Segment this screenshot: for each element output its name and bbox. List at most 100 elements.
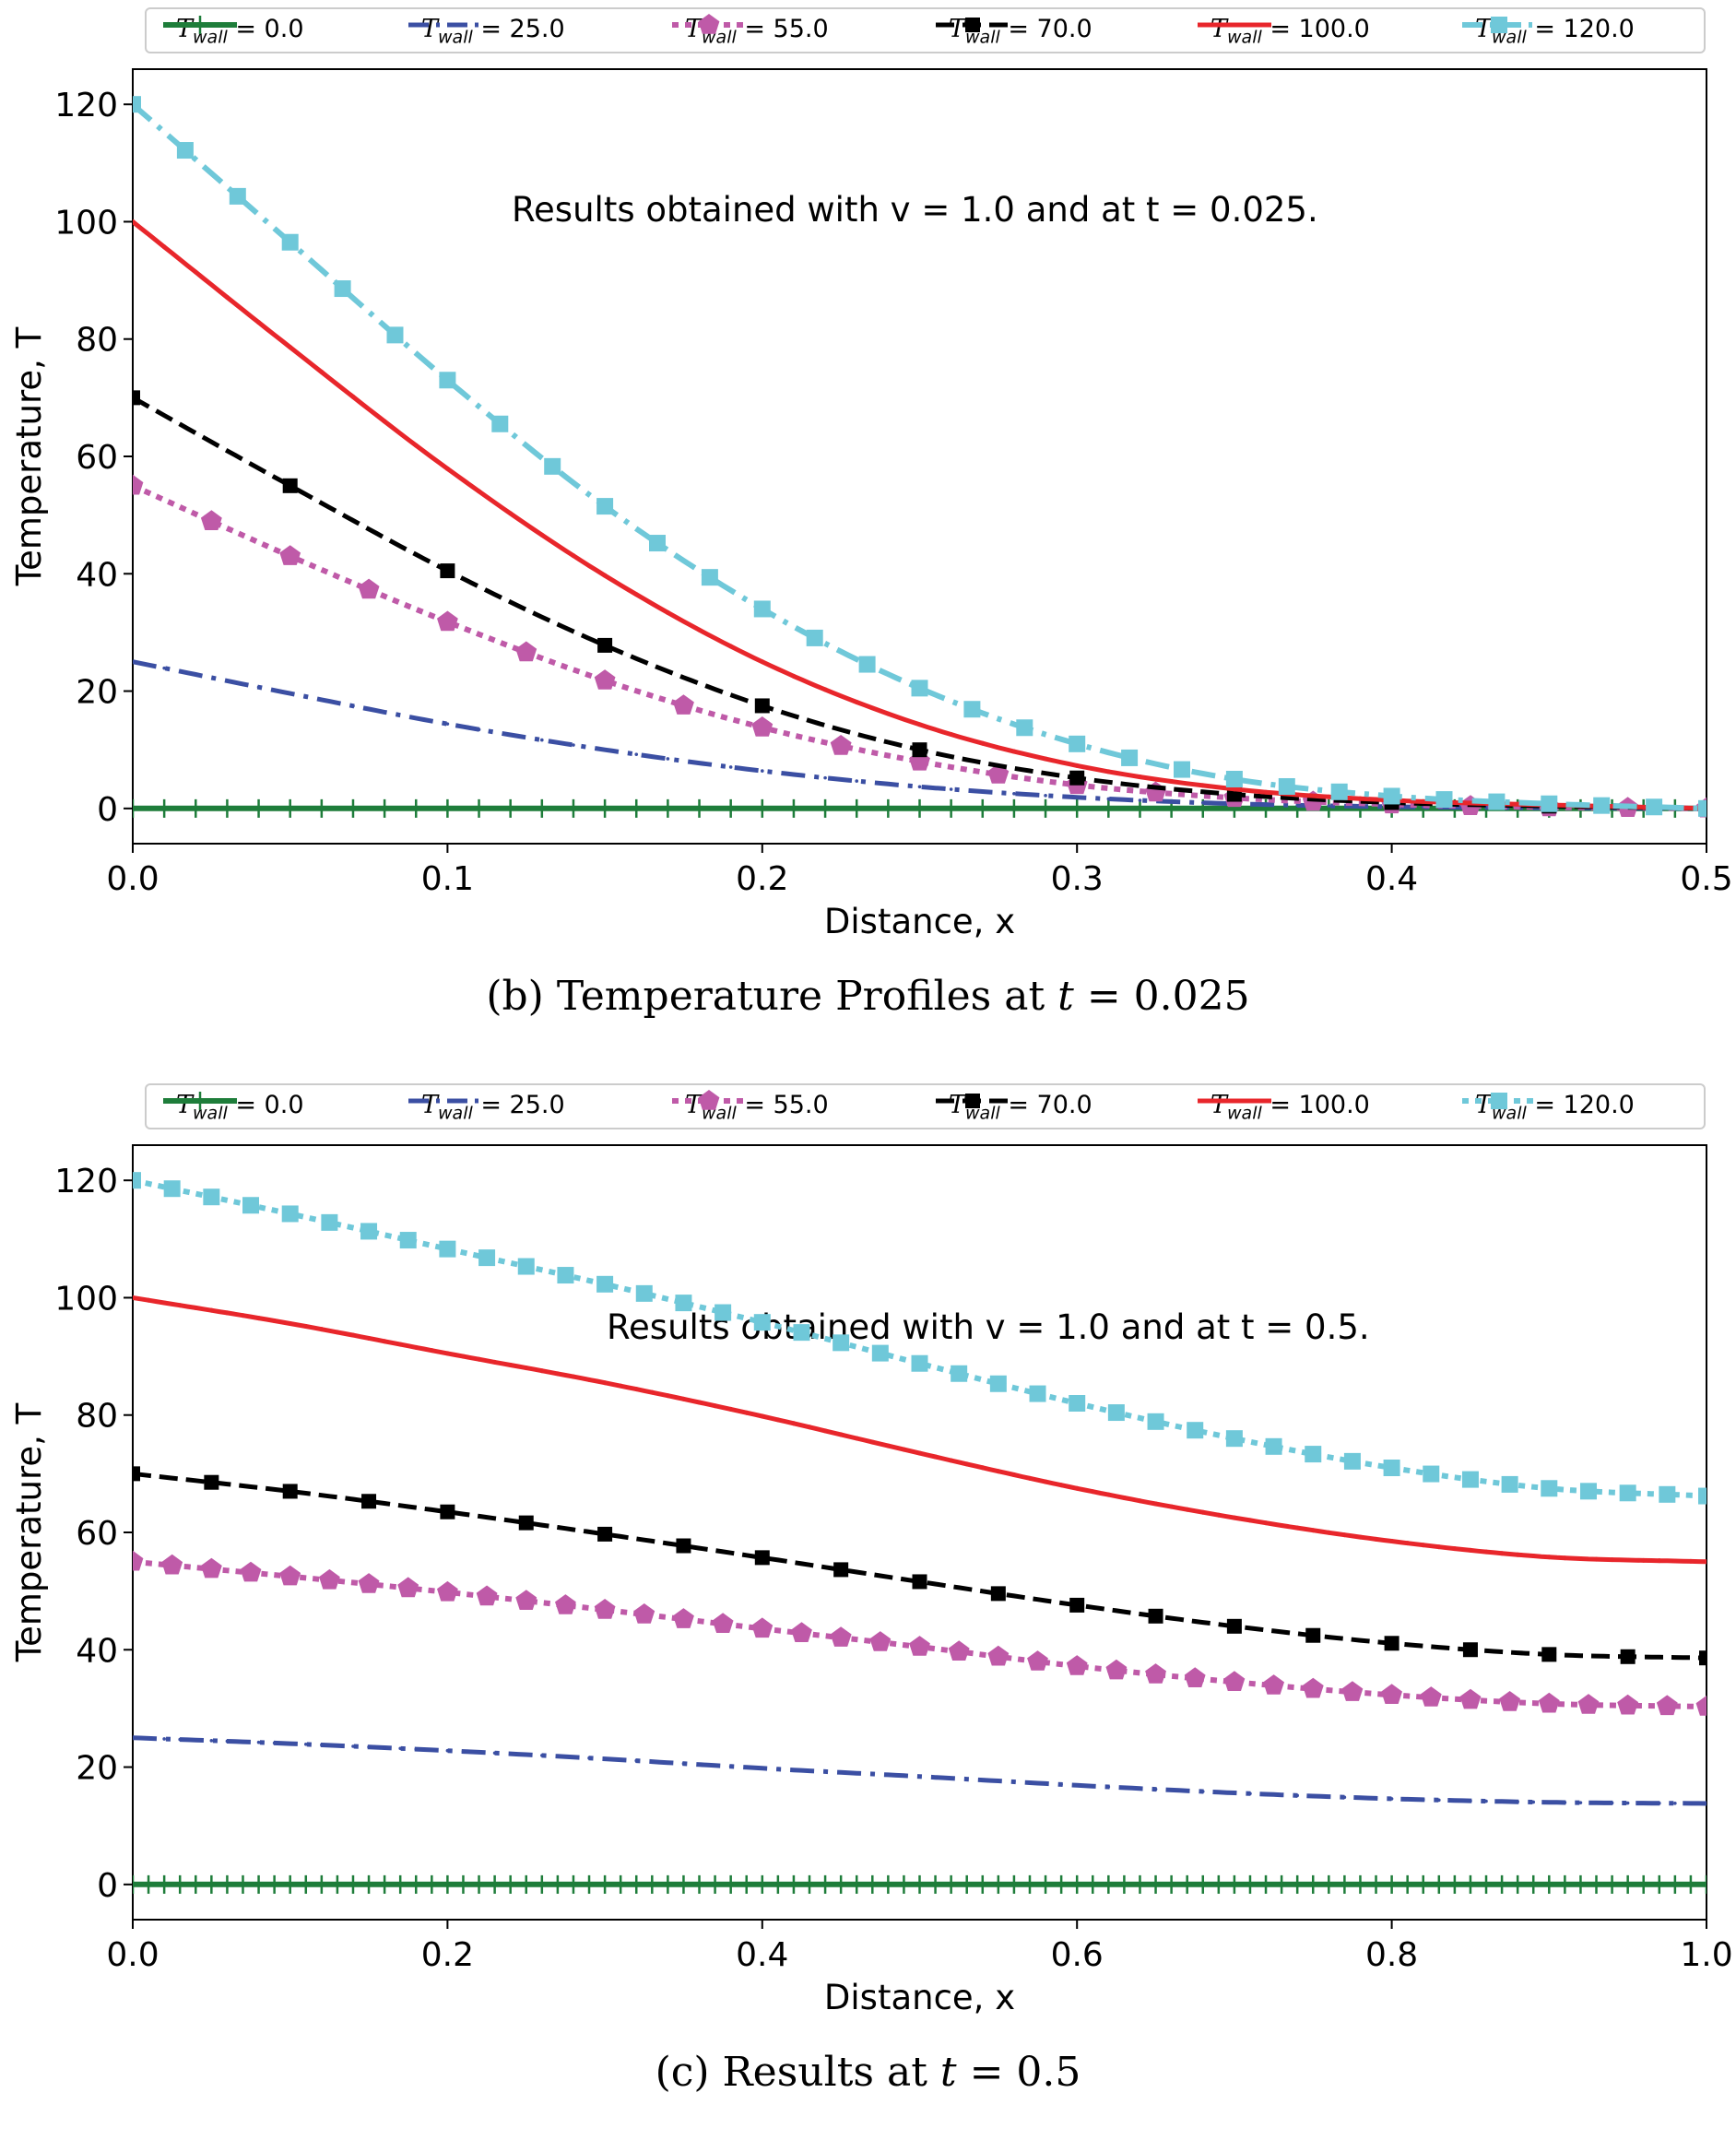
- data-point: [602, 573, 608, 578]
- data-point: [839, 1770, 843, 1775]
- data-point: [1341, 1681, 1364, 1701]
- data-point: [411, 798, 421, 818]
- data-point: [728, 1765, 733, 1768]
- data-point: [1232, 1515, 1237, 1520]
- y-tick-label: 0: [97, 791, 118, 829]
- data-point: [383, 1745, 386, 1750]
- data-point: [600, 1874, 610, 1894]
- data-point: [701, 569, 718, 586]
- data-point: [600, 798, 610, 818]
- data-point: [650, 1759, 655, 1764]
- data-point: [909, 1636, 930, 1656]
- data-point: [1308, 1874, 1318, 1894]
- data-point: [133, 1295, 136, 1300]
- data-point: [1577, 1556, 1583, 1562]
- data-point: [1529, 1874, 1539, 1894]
- data-point: [242, 1197, 260, 1214]
- data-point: [1264, 1792, 1268, 1796]
- data-point: [666, 757, 670, 761]
- caption-value: = 0.025: [1086, 973, 1250, 1020]
- data-point: [647, 1874, 657, 1894]
- data-point: [1452, 800, 1458, 806]
- data-point: [616, 1874, 626, 1894]
- data-point: [1423, 1465, 1440, 1483]
- data-point: [316, 798, 326, 818]
- legend: Twall = 0.0 Twall = 25.0 Twall = 55.0 Twall…: [145, 1083, 1706, 1129]
- data-point: [1169, 799, 1174, 804]
- data-point: [713, 1403, 718, 1409]
- data-point: [788, 1874, 798, 1894]
- data-point: [775, 1417, 781, 1423]
- data-point: [204, 1474, 219, 1490]
- legend-swatch: [1462, 17, 1536, 33]
- data-point: [518, 1515, 534, 1531]
- data-point: [222, 1874, 232, 1894]
- data-point: [492, 1751, 497, 1756]
- data-point: [585, 1874, 595, 1894]
- legend-item-t-wall-100-0: Twall = 100.0: [1196, 11, 1370, 52]
- data-point: [586, 1377, 592, 1382]
- data-point: [1434, 1874, 1444, 1894]
- data-point: [977, 1874, 987, 1894]
- data-point: [225, 1739, 230, 1744]
- legend-label: Twall = 55.0: [685, 1091, 829, 1124]
- data-point: [222, 798, 232, 818]
- data-point: [229, 187, 246, 205]
- data-point: [761, 1767, 764, 1770]
- data-point: [133, 659, 135, 664]
- data-point: [1263, 789, 1269, 795]
- data-point: [1488, 793, 1506, 810]
- y-tick-label: 60: [76, 1515, 118, 1553]
- data-point: [933, 1454, 939, 1460]
- data-point: [1029, 1385, 1046, 1402]
- data-point: [348, 1874, 358, 1894]
- data-point: [633, 1603, 655, 1624]
- data-point: [1057, 1874, 1067, 1894]
- data-point: [256, 1316, 262, 1321]
- data-point: [1248, 1791, 1252, 1796]
- data-point: [288, 692, 292, 695]
- data-point: [200, 510, 222, 530]
- data-point: [753, 600, 771, 618]
- data-point: [1459, 1688, 1482, 1709]
- legend-swatch: [163, 16, 237, 34]
- data-point: [1327, 1794, 1331, 1799]
- data-point: [1591, 1874, 1601, 1894]
- data-point: [964, 1777, 969, 1781]
- data-point: [440, 1504, 455, 1519]
- series-t-wall-70-0: [133, 390, 1706, 816]
- data-point: [1027, 1650, 1048, 1671]
- data-point: [279, 1565, 301, 1586]
- data-point: [539, 532, 545, 538]
- legend-swatch: [1462, 1093, 1536, 1109]
- data-point: [990, 1586, 1006, 1602]
- data-point: [478, 1249, 496, 1267]
- data-point: [1090, 1489, 1095, 1495]
- data-point: [537, 798, 547, 818]
- data-point: [917, 722, 922, 727]
- data-point: [1245, 1874, 1255, 1894]
- data-point: [1044, 794, 1047, 798]
- data-point: [350, 1332, 356, 1338]
- data-point: [1497, 1874, 1507, 1894]
- data-point: [380, 1874, 390, 1894]
- data-point: [238, 1874, 248, 1894]
- data-point: [288, 345, 293, 350]
- data-point: [1091, 1784, 1095, 1788]
- data-point: [1305, 1627, 1321, 1643]
- data-point: [321, 1213, 338, 1231]
- data-point: [883, 798, 893, 818]
- data-point: [334, 280, 351, 298]
- data-point: [1182, 1874, 1192, 1894]
- data-point: [358, 578, 380, 599]
- data-point: [1121, 1495, 1127, 1500]
- data-point: [951, 1365, 968, 1382]
- data-point: [572, 743, 575, 747]
- data-point: [1213, 1874, 1223, 1894]
- data-point: [1659, 1485, 1676, 1503]
- data-point: [505, 798, 515, 818]
- legend-label: Twall = 100.0: [1210, 15, 1370, 48]
- data-point: [1106, 797, 1111, 801]
- data-point: [1670, 1874, 1680, 1894]
- data-point: [437, 610, 458, 632]
